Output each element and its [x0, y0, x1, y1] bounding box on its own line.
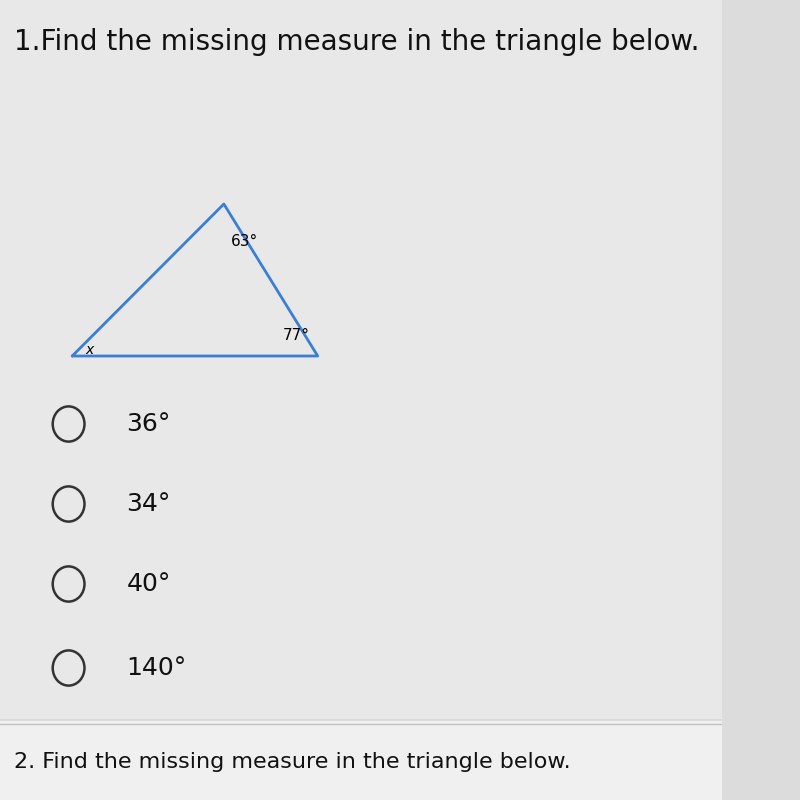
Text: 1.Find the missing measure in the triangle below.: 1.Find the missing measure in the triang… — [14, 28, 700, 56]
Text: 34°: 34° — [126, 492, 170, 516]
Text: 63°: 63° — [231, 234, 258, 250]
FancyBboxPatch shape — [0, 720, 726, 800]
Text: 36°: 36° — [126, 412, 170, 436]
Text: 40°: 40° — [126, 572, 170, 596]
Text: 140°: 140° — [126, 656, 186, 680]
FancyBboxPatch shape — [0, 0, 730, 732]
Text: x: x — [86, 342, 94, 357]
Text: 77°: 77° — [283, 328, 310, 343]
Text: 2. Find the missing measure in the triangle below.: 2. Find the missing measure in the trian… — [14, 752, 571, 772]
